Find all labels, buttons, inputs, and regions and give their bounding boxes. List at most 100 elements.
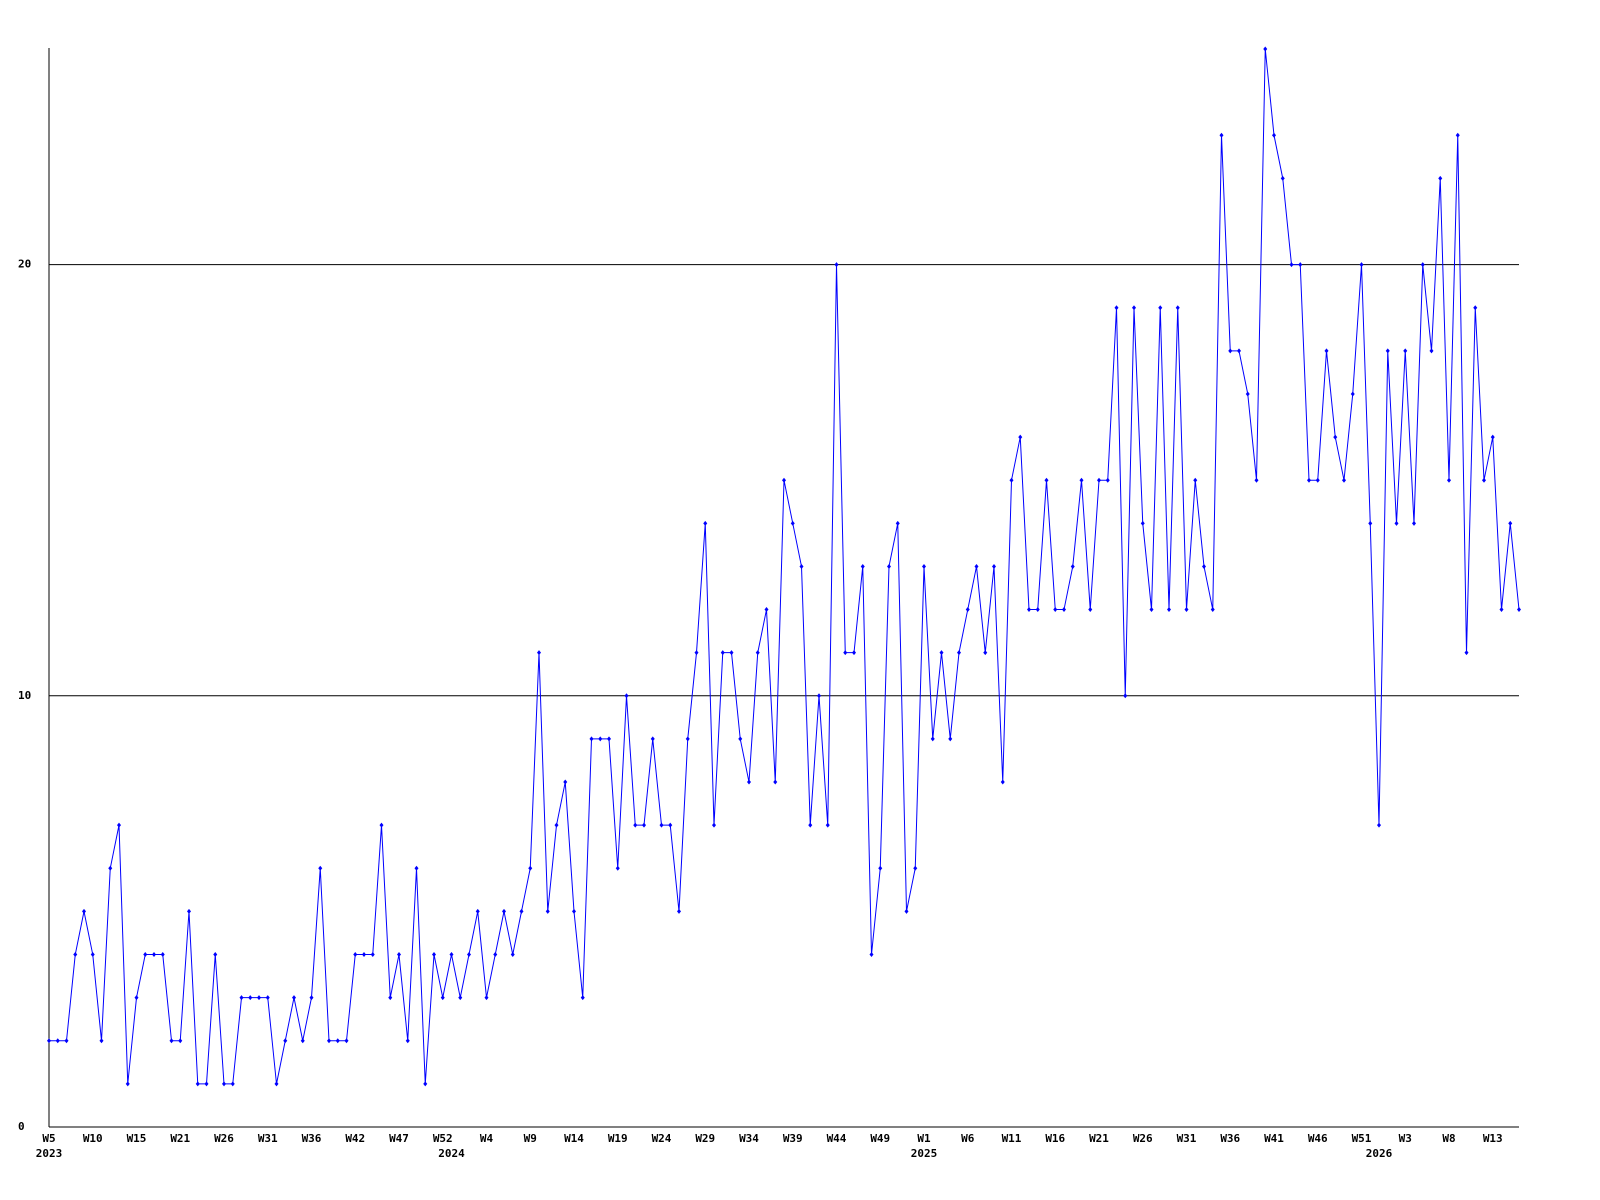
x-tick-label: W5 — [42, 1132, 55, 1145]
point-marker — [1482, 477, 1486, 483]
point-marker — [1447, 477, 1451, 483]
point-marker — [712, 822, 716, 828]
point-marker — [1079, 477, 1084, 483]
point-marker — [160, 952, 165, 958]
point-marker — [1202, 563, 1206, 569]
point-marker — [335, 1038, 340, 1044]
point-marker — [484, 995, 489, 1001]
x-tick-label: W41 — [1264, 1132, 1284, 1145]
point-marker — [309, 995, 314, 1001]
point-marker — [1508, 520, 1513, 526]
point-marker — [510, 952, 515, 958]
x-tick-label: W31 — [258, 1132, 278, 1145]
point-marker — [449, 952, 454, 958]
x-tick-label: W52 — [433, 1132, 453, 1145]
point-marker — [843, 650, 848, 656]
point-marker — [755, 650, 760, 656]
point-marker — [694, 650, 699, 656]
point-marker — [204, 1081, 209, 1087]
point-marker — [1385, 348, 1390, 354]
point-marker — [327, 1038, 331, 1044]
point-marker — [782, 477, 786, 483]
point-marker — [397, 952, 401, 958]
point-marker — [834, 262, 839, 268]
point-marker — [799, 563, 804, 569]
point-marker — [1473, 305, 1478, 311]
point-marker — [1245, 391, 1250, 397]
point-marker — [1280, 175, 1285, 181]
point-marker — [904, 908, 909, 914]
point-marker — [99, 1038, 104, 1044]
point-marker — [1018, 434, 1023, 440]
point-marker — [537, 650, 541, 656]
point-marker — [1140, 520, 1145, 526]
point-marker — [895, 520, 900, 526]
x-tick-label: W29 — [695, 1132, 715, 1145]
point-marker — [283, 1038, 288, 1044]
point-marker — [423, 1081, 428, 1087]
point-marker — [502, 908, 506, 914]
point-marker — [1412, 520, 1416, 526]
point-marker — [624, 693, 629, 699]
point-marker — [1403, 348, 1408, 354]
point-marker — [1123, 693, 1128, 699]
x-tick-label: W26 — [214, 1132, 234, 1145]
point-marker — [1027, 607, 1031, 613]
point-marker — [1158, 305, 1163, 311]
x-tick-label: W21 — [1089, 1132, 1109, 1145]
y-tick-label: 10 — [18, 689, 31, 702]
point-marker — [213, 952, 218, 958]
point-marker — [1149, 607, 1154, 613]
point-marker — [983, 650, 988, 656]
point-marker — [1035, 607, 1040, 613]
x-tick-label: W11 — [1002, 1132, 1022, 1145]
point-marker — [1307, 477, 1311, 483]
point-marker — [668, 822, 673, 828]
point-marker — [1517, 607, 1521, 613]
point-marker — [992, 563, 996, 569]
point-marker — [47, 1038, 51, 1044]
point-marker — [134, 995, 139, 1001]
point-marker — [1000, 779, 1005, 785]
point-marker — [790, 520, 795, 526]
point-marker — [239, 995, 244, 1001]
point-marker — [440, 995, 445, 1001]
x-tick-label: W19 — [608, 1132, 628, 1145]
point-marker — [1394, 520, 1399, 526]
point-marker — [362, 952, 366, 958]
point-marker — [965, 607, 970, 613]
point-marker — [572, 908, 576, 914]
point-marker — [1263, 46, 1268, 52]
x-tick-label: W3 — [1399, 1132, 1412, 1145]
point-marker — [528, 865, 533, 871]
point-marker — [1342, 477, 1346, 483]
point-marker — [1324, 348, 1329, 354]
point-marker — [370, 952, 375, 958]
point-marker — [650, 736, 655, 742]
point-marker — [55, 1038, 60, 1044]
point-marker — [1420, 262, 1425, 268]
point-marker — [1210, 607, 1215, 613]
point-marker — [143, 952, 148, 958]
point-marker — [1237, 348, 1241, 354]
point-marker — [467, 952, 471, 958]
point-marker — [169, 1038, 174, 1044]
point-marker — [607, 736, 611, 742]
point-marker — [860, 563, 865, 569]
x-tick-label: W24 — [652, 1132, 672, 1145]
x-tick-label: W13 — [1483, 1132, 1503, 1145]
point-marker — [913, 865, 918, 871]
point-marker — [720, 650, 725, 656]
y-tick-label: 20 — [18, 258, 31, 271]
point-marker — [974, 563, 979, 569]
point-marker — [1184, 607, 1189, 613]
point-marker — [703, 520, 708, 526]
point-marker — [922, 563, 926, 569]
point-marker — [615, 865, 620, 871]
point-marker — [1219, 132, 1224, 138]
point-marker — [747, 779, 751, 785]
point-marker — [1490, 434, 1495, 440]
point-marker — [729, 650, 734, 656]
